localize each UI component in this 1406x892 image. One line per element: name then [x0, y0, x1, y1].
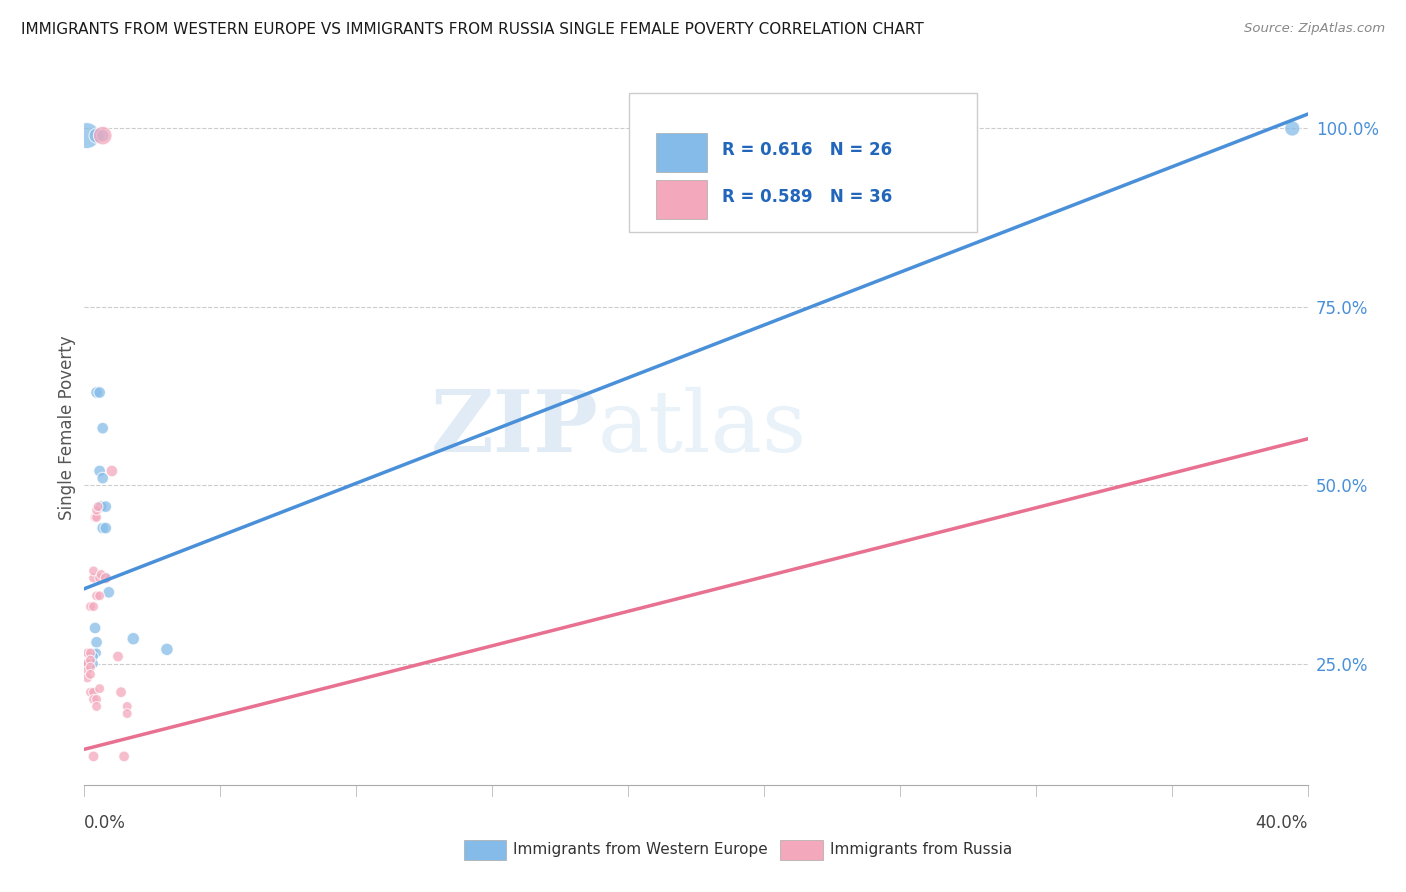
Point [91, 128, 114, 143]
Point [86, 692, 108, 706]
Point [83, 646, 105, 660]
Point [76, 646, 98, 660]
Point [94, 500, 117, 514]
Text: ZIP: ZIP [430, 386, 598, 470]
Text: R = 0.589   N = 36: R = 0.589 N = 36 [721, 188, 891, 206]
Point [94, 571, 117, 585]
Point [86, 646, 108, 660]
Point [76, 671, 98, 685]
Point [91, 471, 114, 485]
Point [79, 657, 101, 671]
Point [76, 657, 98, 671]
Point [86, 699, 108, 714]
Point [90, 567, 112, 582]
Point [79, 599, 101, 614]
Point [115, 706, 138, 721]
Point [91, 421, 114, 435]
Text: 0.0%: 0.0% [84, 814, 127, 831]
Point [86, 589, 108, 603]
Point [83, 685, 105, 699]
Point [76, 664, 98, 678]
Point [83, 749, 105, 764]
Y-axis label: Single Female Poverty: Single Female Poverty [58, 336, 76, 520]
Point [122, 632, 145, 646]
Point [76, 657, 98, 671]
Point [79, 649, 101, 664]
Point [89, 681, 111, 696]
Point [86, 503, 108, 517]
Text: Immigrants from Russia: Immigrants from Russia [830, 842, 1012, 856]
Point [89, 464, 111, 478]
Point [79, 653, 101, 667]
Point [91, 128, 114, 143]
Point [84, 510, 107, 524]
Point [83, 599, 105, 614]
Point [75, 657, 97, 671]
Point [112, 749, 135, 764]
FancyBboxPatch shape [655, 133, 707, 172]
Point [94, 521, 117, 535]
Text: Immigrants from Western Europe: Immigrants from Western Europe [513, 842, 768, 856]
Point [76, 128, 98, 143]
Point [79, 646, 101, 660]
Point [101, 464, 124, 478]
Point [86, 385, 108, 400]
Point [89, 571, 111, 585]
Text: 40.0%: 40.0% [1256, 814, 1308, 831]
Text: R = 0.616   N = 26: R = 0.616 N = 26 [721, 141, 891, 159]
Point [110, 685, 132, 699]
Point [83, 657, 105, 671]
Text: atlas: atlas [598, 386, 807, 470]
Point [107, 649, 129, 664]
Point [90, 500, 112, 514]
Point [86, 510, 108, 524]
Point [87, 500, 110, 514]
Point [1281, 121, 1303, 136]
Point [115, 699, 138, 714]
Point [83, 692, 105, 706]
Point [79, 660, 101, 674]
FancyBboxPatch shape [628, 93, 977, 232]
Point [86, 635, 108, 649]
Text: Source: ZipAtlas.com: Source: ZipAtlas.com [1244, 22, 1385, 36]
Point [97, 585, 120, 599]
Point [79, 667, 101, 681]
Point [89, 385, 111, 400]
Text: IMMIGRANTS FROM WESTERN EUROPE VS IMMIGRANTS FROM RUSSIA SINGLE FEMALE POVERTY C: IMMIGRANTS FROM WESTERN EUROPE VS IMMIGR… [21, 22, 924, 37]
Point [84, 621, 107, 635]
Point [156, 642, 179, 657]
Point [94, 571, 117, 585]
Point [86, 128, 108, 143]
FancyBboxPatch shape [655, 180, 707, 219]
Point [83, 564, 105, 578]
Point [91, 521, 114, 535]
Point [89, 589, 111, 603]
Point [83, 649, 105, 664]
Point [83, 571, 105, 585]
Point [79, 685, 101, 699]
